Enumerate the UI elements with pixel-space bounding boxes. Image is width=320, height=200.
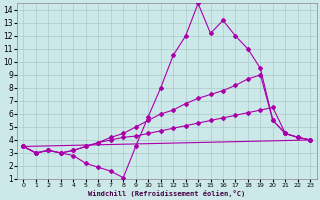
X-axis label: Windchill (Refroidissement éolien,°C): Windchill (Refroidissement éolien,°C) xyxy=(88,190,245,197)
